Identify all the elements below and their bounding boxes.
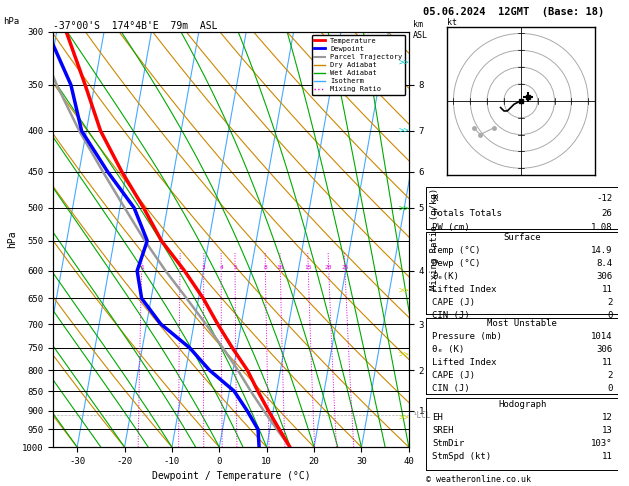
Text: 0: 0	[607, 384, 613, 393]
Text: >>: >>	[399, 127, 410, 136]
Text: 1: 1	[140, 265, 143, 270]
Text: Surface: Surface	[504, 233, 541, 243]
Text: Hodograph: Hodograph	[498, 399, 547, 409]
Text: θₑ (K): θₑ (K)	[432, 345, 464, 354]
Text: 5: 5	[233, 265, 237, 270]
Text: © weatheronline.co.uk: © weatheronline.co.uk	[426, 474, 532, 484]
Text: EH: EH	[432, 413, 443, 422]
Y-axis label: hPa: hPa	[7, 230, 17, 248]
Text: Totals Totals: Totals Totals	[432, 209, 502, 218]
Text: 13: 13	[602, 426, 613, 434]
Text: 10: 10	[277, 265, 284, 270]
Text: >>: >>	[399, 287, 410, 296]
Text: >>: >>	[399, 205, 410, 213]
Text: 2: 2	[178, 265, 182, 270]
Text: K: K	[432, 194, 438, 203]
Text: >>: >>	[399, 414, 410, 422]
Text: CAPE (J): CAPE (J)	[432, 298, 476, 308]
Text: 25: 25	[341, 265, 348, 270]
Text: StmSpd (kt): StmSpd (kt)	[432, 451, 491, 461]
Text: CIN (J): CIN (J)	[432, 384, 470, 393]
Text: >>: >>	[399, 350, 410, 359]
Text: Dewp (°C): Dewp (°C)	[432, 260, 481, 268]
Text: -37°00'S  174°4B'E  79m  ASL: -37°00'S 174°4B'E 79m ASL	[53, 21, 218, 31]
Text: Most Unstable: Most Unstable	[487, 319, 557, 328]
Text: 14.9: 14.9	[591, 246, 613, 255]
Text: θₑ(K): θₑ(K)	[432, 273, 459, 281]
Text: hPa: hPa	[3, 17, 19, 26]
Text: km
ASL: km ASL	[413, 20, 428, 40]
Text: 15: 15	[304, 265, 312, 270]
Text: 4: 4	[220, 265, 223, 270]
Text: 103°: 103°	[591, 439, 613, 448]
Text: 20: 20	[325, 265, 332, 270]
Text: PW (cm): PW (cm)	[432, 223, 470, 232]
Text: CIN (J): CIN (J)	[432, 312, 470, 320]
Text: 11: 11	[602, 285, 613, 295]
Text: 0: 0	[607, 312, 613, 320]
Text: StmDir: StmDir	[432, 439, 464, 448]
Text: Pressure (mb): Pressure (mb)	[432, 332, 502, 341]
Text: 3: 3	[202, 265, 206, 270]
Text: 1014: 1014	[591, 332, 613, 341]
Text: Temp (°C): Temp (°C)	[432, 246, 481, 255]
Text: 2: 2	[607, 298, 613, 308]
Text: CAPE (J): CAPE (J)	[432, 371, 476, 381]
Text: 12: 12	[602, 413, 613, 422]
Y-axis label: Mixing Ratio (g/kg): Mixing Ratio (g/kg)	[430, 188, 438, 291]
Text: 8: 8	[264, 265, 267, 270]
Text: Lifted Index: Lifted Index	[432, 285, 497, 295]
Text: 11: 11	[602, 451, 613, 461]
Text: ¹LCL: ¹LCL	[413, 411, 431, 420]
Text: 26: 26	[602, 209, 613, 218]
Text: Lifted Index: Lifted Index	[432, 358, 497, 367]
Text: SREH: SREH	[432, 426, 454, 434]
Text: 1.08: 1.08	[591, 223, 613, 232]
Legend: Temperature, Dewpoint, Parcel Trajectory, Dry Adiabat, Wet Adiabat, Isotherm, Mi: Temperature, Dewpoint, Parcel Trajectory…	[311, 35, 405, 95]
Text: 11: 11	[602, 358, 613, 367]
Text: 8.4: 8.4	[596, 260, 613, 268]
Text: 306: 306	[596, 345, 613, 354]
Text: 306: 306	[596, 273, 613, 281]
Text: -12: -12	[596, 194, 613, 203]
Text: 05.06.2024  12GMT  (Base: 18): 05.06.2024 12GMT (Base: 18)	[423, 7, 604, 17]
Text: 2: 2	[607, 371, 613, 381]
Text: >>: >>	[399, 59, 410, 68]
Text: kt: kt	[447, 17, 457, 27]
X-axis label: Dewpoint / Temperature (°C): Dewpoint / Temperature (°C)	[152, 471, 311, 482]
